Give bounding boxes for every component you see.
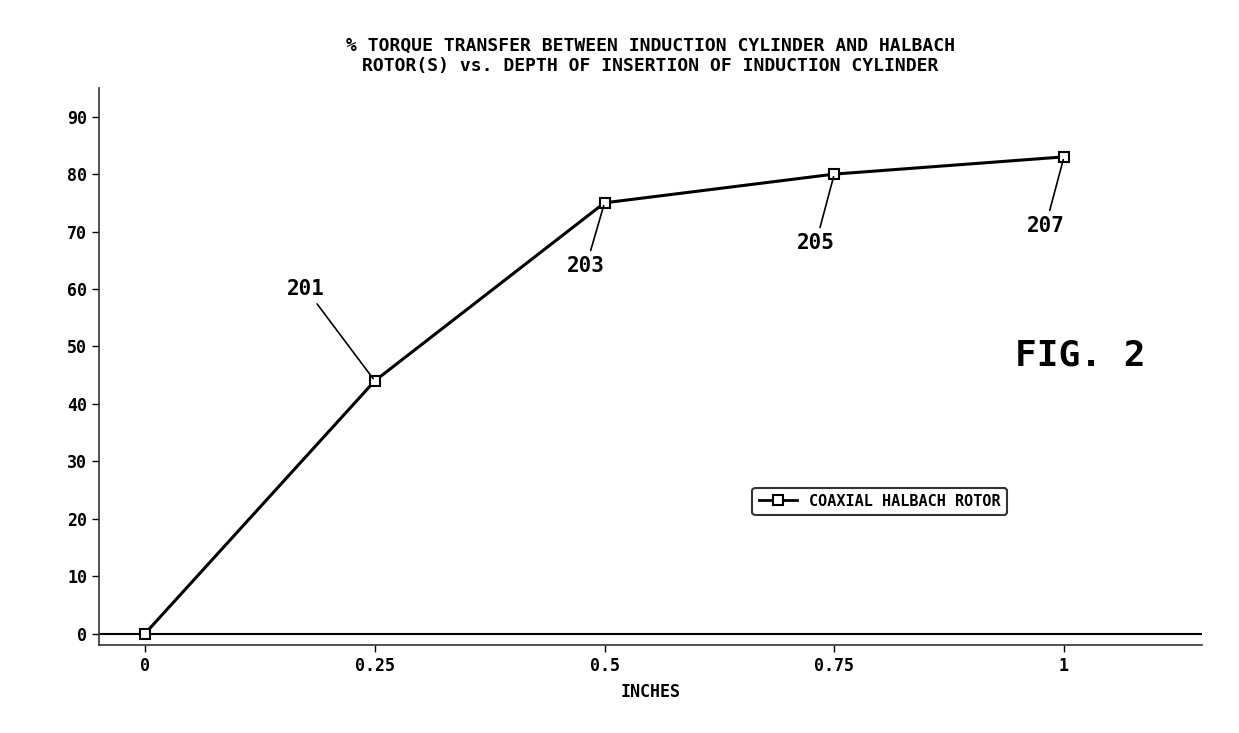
Legend: COAXIAL HALBACH ROTOR: COAXIAL HALBACH ROTOR	[752, 487, 1007, 515]
Text: 203: 203	[567, 205, 605, 276]
Title: % TORQUE TRANSFER BETWEEN INDUCTION CYLINDER AND HALBACH
ROTOR(S) vs. DEPTH OF I: % TORQUE TRANSFER BETWEEN INDUCTION CYLI…	[346, 37, 955, 75]
Text: FIG. 2: FIG. 2	[1015, 339, 1146, 372]
X-axis label: INCHES: INCHES	[621, 683, 680, 701]
Text: 205: 205	[797, 177, 835, 253]
Text: 201: 201	[287, 279, 373, 379]
Text: 207: 207	[1027, 160, 1064, 236]
